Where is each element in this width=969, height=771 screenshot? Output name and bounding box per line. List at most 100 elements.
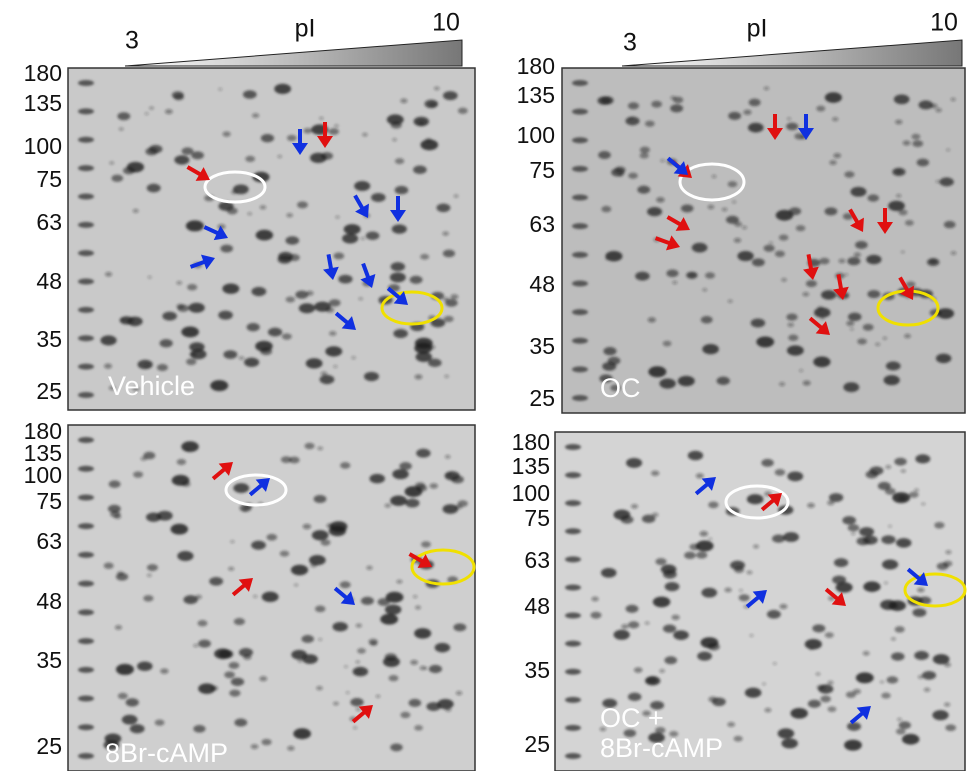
protein-spot [885, 361, 901, 371]
protein-spot [342, 233, 359, 244]
protein-spot [890, 637, 897, 641]
protein-spot [898, 209, 908, 216]
gel [561, 67, 966, 414]
protein-spot [176, 458, 187, 466]
protein-spot [835, 582, 853, 593]
protein-spot [906, 281, 916, 288]
protein-spot [807, 699, 821, 708]
mw-label: 63 [36, 528, 62, 554]
protein-spot [781, 738, 798, 749]
protein-spot [126, 161, 145, 173]
protein-spot [853, 252, 862, 258]
protein-spot [209, 576, 224, 586]
mw-label: 135 [24, 90, 62, 116]
protein-spot [600, 567, 617, 578]
protein-spot [259, 676, 268, 682]
marker-band [78, 666, 94, 673]
protein-spot [832, 575, 847, 585]
protein-spot [415, 351, 432, 362]
mw-label: 180 [24, 418, 62, 444]
protein-spot [394, 158, 405, 165]
protein-spot [599, 726, 607, 732]
protein-spot [918, 596, 932, 605]
protein-spot [764, 707, 772, 713]
protein-spot [748, 98, 761, 107]
protein-spot [181, 441, 199, 453]
protein-spot [788, 334, 799, 341]
protein-spot [727, 299, 733, 304]
protein-spot [233, 483, 250, 493]
protein-spot [412, 594, 418, 599]
protein-spot [424, 99, 439, 109]
protein-spot [442, 249, 456, 258]
protein-spot [917, 674, 924, 680]
protein-spot [234, 718, 248, 727]
protein-spot [662, 570, 677, 579]
gel [67, 67, 476, 411]
pi-label: pI [295, 15, 316, 43]
protein-spot [859, 527, 875, 537]
protein-spot [127, 316, 143, 327]
marker-band [78, 80, 94, 86]
arrow-head [833, 286, 849, 300]
arrow-head [701, 477, 716, 491]
mw-label: 135 [24, 440, 62, 466]
protein-spot [421, 541, 431, 548]
protein-spot [641, 514, 656, 524]
protein-spot [414, 605, 422, 610]
protein-spot [627, 102, 640, 110]
protein-spot [635, 271, 650, 281]
protein-spot [252, 171, 270, 183]
protein-spot [114, 625, 123, 630]
protein-spot [862, 323, 874, 331]
protein-spot [738, 588, 744, 592]
protein-spot [154, 719, 165, 726]
protein-spot [285, 236, 300, 245]
protein-spot [260, 347, 273, 356]
protein-spot [867, 290, 881, 299]
protein-spot [137, 359, 153, 370]
protein-spot [887, 524, 892, 528]
marker-band [78, 221, 94, 228]
protein-spot [198, 639, 211, 648]
protein-spot [850, 532, 856, 536]
mw-label: 135 [517, 82, 555, 108]
protein-spot [455, 690, 463, 696]
protein-spot [621, 624, 629, 630]
protein-spot [400, 98, 408, 104]
arrow-head [850, 217, 864, 232]
protein-spot [450, 294, 459, 300]
protein-spot [605, 251, 623, 262]
arrow [654, 235, 680, 251]
protein-spot [369, 473, 385, 484]
protein-spot [827, 680, 834, 685]
protein-spot [695, 473, 704, 479]
protein-spot [109, 161, 115, 165]
protein-spot [177, 551, 194, 561]
protein-spot [930, 103, 938, 109]
protein-spot [673, 630, 689, 640]
protein-spot [280, 456, 292, 463]
marker-band [78, 753, 94, 759]
protein-spot [932, 654, 950, 665]
mw-label: 100 [24, 133, 62, 159]
protein-spot [946, 148, 951, 152]
pi-high: 10 [930, 9, 958, 37]
protein-spot [795, 225, 806, 232]
marker-band [78, 494, 94, 501]
protein-spot [162, 311, 177, 321]
protein-spot [733, 735, 743, 742]
protein-spot [229, 689, 241, 697]
protein-spot [749, 633, 754, 638]
protein-spot [214, 648, 232, 660]
protein-spot [866, 254, 882, 265]
protein-spot [103, 363, 113, 369]
protein-spot [733, 237, 742, 243]
protein-spot [892, 167, 906, 177]
protein-spot [708, 537, 713, 541]
panel-label: 8Br-cAMP [105, 738, 228, 768]
protein-spot [808, 647, 814, 651]
protein-spot [457, 107, 468, 114]
protein-spot [936, 308, 955, 319]
